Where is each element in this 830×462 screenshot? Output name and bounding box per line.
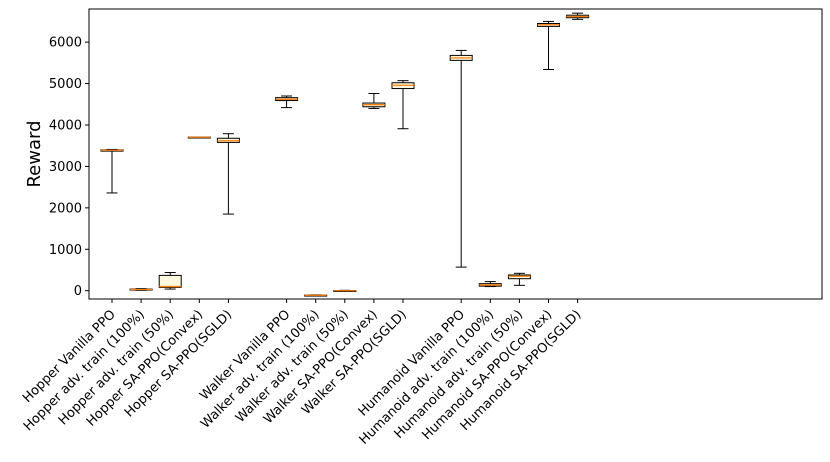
box-4	[187, 136, 211, 139]
box-15	[566, 12, 590, 20]
plot-area	[100, 12, 590, 297]
box-9	[362, 93, 386, 109]
x-tick-label: Hopper adv. train (50%)	[56, 307, 177, 428]
y-tick-label: 6000	[49, 36, 82, 51]
box-1	[100, 148, 124, 194]
box-11	[449, 49, 473, 268]
y-tick-label: 2000	[49, 201, 82, 216]
box-3	[158, 271, 182, 290]
y-tick-label: 1000	[49, 243, 82, 258]
box-6	[275, 95, 299, 109]
box-7	[304, 294, 328, 297]
box-2	[129, 288, 153, 291]
y-tick-label: 5000	[49, 77, 82, 92]
y-axis-label: Reward	[24, 120, 45, 187]
box-13	[507, 272, 531, 286]
box-10	[391, 80, 415, 130]
y-tick-label: 4000	[49, 119, 82, 134]
y-tick-label: 3000	[49, 160, 82, 175]
box-5	[216, 133, 240, 215]
box-body	[158, 274, 182, 288]
x-tick-label: Walker adv. train (50%)	[233, 307, 352, 426]
y-tick-label: 0	[74, 284, 82, 299]
box-12	[478, 281, 502, 288]
box-14	[537, 20, 560, 70]
plot-frame	[88, 8, 823, 300]
box-8	[333, 289, 357, 293]
